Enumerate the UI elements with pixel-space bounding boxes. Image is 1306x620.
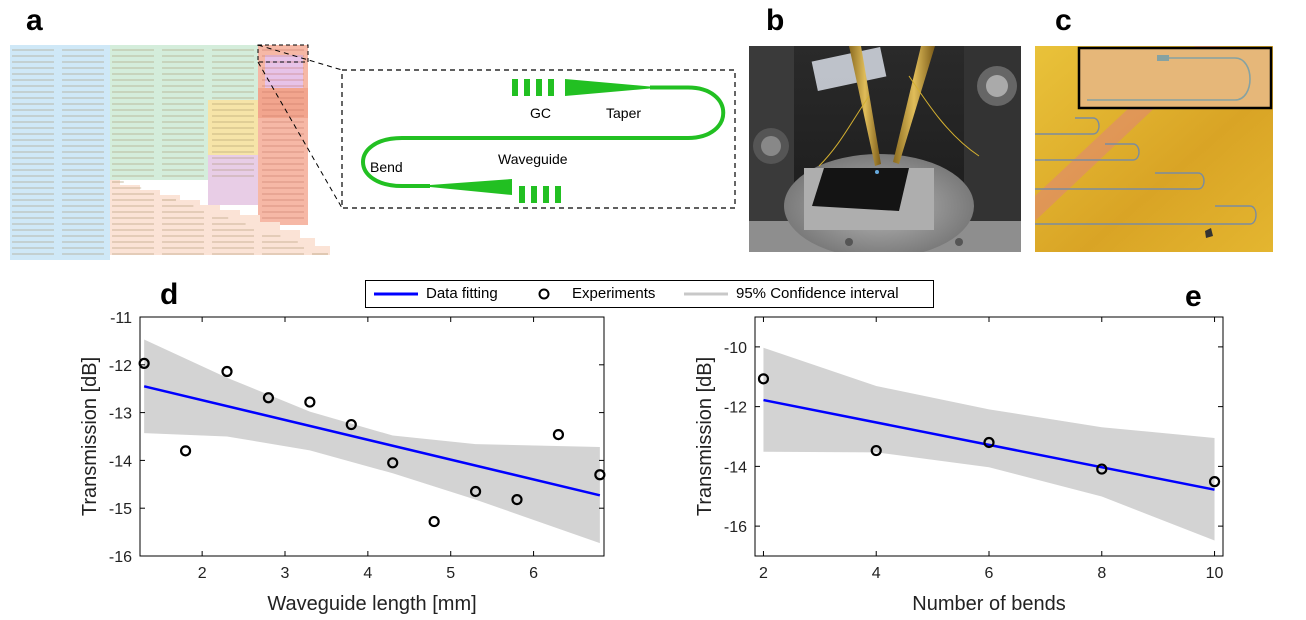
chart-e-fit-line	[763, 398, 1215, 491]
chart-legend: Data fitting Experiments 95% Confidence …	[365, 280, 934, 308]
chart-e: 2 4 6 8 10 -16 -14 -12 -10 Number of bends Transmi…	[694, 316, 1224, 615]
chart-e-data-point	[1096, 463, 1108, 475]
label-waveguide: Waveguide	[498, 151, 568, 167]
chart-d-data-point	[428, 515, 440, 528]
chart-d-data-point	[304, 396, 316, 408]
legend-ci-label: 95% Confidence interval	[736, 285, 899, 302]
chart-d-x-tick-label: 6	[529, 565, 538, 582]
chart-e-y-tick-label: -10	[724, 340, 747, 357]
panel-letter-a: a	[26, 4, 43, 37]
panel-letter-d: d	[160, 278, 179, 311]
legend-ci-swatch	[684, 292, 728, 296]
label-gc: GC	[530, 105, 551, 121]
chart-d-x-tick-label: 4	[363, 565, 372, 582]
legend-fit-label: Data fitting	[426, 285, 498, 302]
label-bend: Bend	[370, 159, 403, 175]
chart-d-data-point	[552, 428, 565, 441]
legend-exp-marker	[538, 288, 550, 300]
chart-d-x-axis-label: Waveguide length [mm]	[267, 593, 476, 615]
chart-d-y-tick-label: -16	[109, 549, 132, 566]
chart-e-x-tick-label: 4	[872, 565, 881, 582]
waveguide-schematic	[361, 79, 726, 203]
panel-letter-c: c	[1055, 4, 1072, 37]
panel-letter-b: b	[766, 4, 785, 37]
chart-d-y-axis-label: Transmission [dB]	[79, 357, 101, 516]
legend-fit-swatch	[374, 292, 418, 296]
zoom-line-bottom	[257, 61, 343, 209]
setup-photo	[749, 46, 1021, 252]
chart-d-y-tick-label: -12	[109, 358, 132, 375]
chart-e-x-tick-label: 2	[759, 565, 768, 582]
chart-e-y-tick-label: -14	[724, 459, 747, 476]
taper-top	[565, 79, 650, 96]
chart-e-y-tick-label: -16	[724, 519, 747, 536]
panel-letter-e: e	[1185, 280, 1202, 313]
chart-d-data-point	[469, 485, 482, 498]
chart-d-x-tick-label: 5	[446, 565, 455, 582]
zoom-line-top	[257, 44, 343, 71]
chart-d-y-tick-label: -14	[109, 453, 132, 470]
microscope-image	[1035, 46, 1273, 252]
chart-d: 2 3 4 5 6 -16 -15 -14 -13 -12 -11 Waveguide length …	[79, 310, 606, 615]
zoom-inset	[1077, 46, 1273, 110]
taper-bottom	[430, 179, 512, 195]
chart-e-data-point	[757, 373, 770, 385]
legend-exp-label: Experiments	[572, 285, 656, 302]
chart-d-data-point	[387, 457, 399, 469]
chart-e-x-axis-label: Number of bends	[912, 593, 1065, 615]
chart-d-data-point	[511, 493, 523, 506]
chart-d-y-tick-label: -11	[110, 310, 132, 327]
chart-e-x-tick-label: 6	[985, 565, 994, 582]
chip-waveguide-lines	[12, 49, 328, 255]
chart-e-x-tick-label: 10	[1206, 565, 1224, 582]
waveguide-path	[361, 85, 726, 188]
chart-d-x-tick-label: 3	[281, 565, 290, 582]
chart-d-fit-line	[143, 385, 601, 497]
chart-d-data-point	[221, 365, 233, 378]
chart-d-x-tick-label: 2	[198, 565, 207, 582]
chart-e-y-axis-label: Transmission [dB]	[694, 357, 716, 516]
label-taper: Taper	[606, 105, 641, 121]
chart-d-y-tick-label: -13	[109, 406, 132, 423]
chart-d-data-point	[179, 445, 192, 457]
chart-d-axes-box	[139, 316, 605, 557]
chart-d-y-tick-label: -15	[109, 501, 132, 518]
panel-a-figure: GC Taper Bend Waveguide	[10, 44, 736, 260]
chart-e-data-point	[1208, 476, 1221, 488]
chart-e-y-tick-label: -12	[724, 400, 747, 417]
chart-e-x-tick-label: 8	[1097, 565, 1106, 582]
chart-e-data-point	[983, 436, 995, 449]
chip-layout	[10, 44, 330, 260]
chart-d-data-point	[345, 418, 357, 431]
chart-d-data-point	[262, 392, 275, 404]
chart-e-data-point	[870, 444, 882, 457]
